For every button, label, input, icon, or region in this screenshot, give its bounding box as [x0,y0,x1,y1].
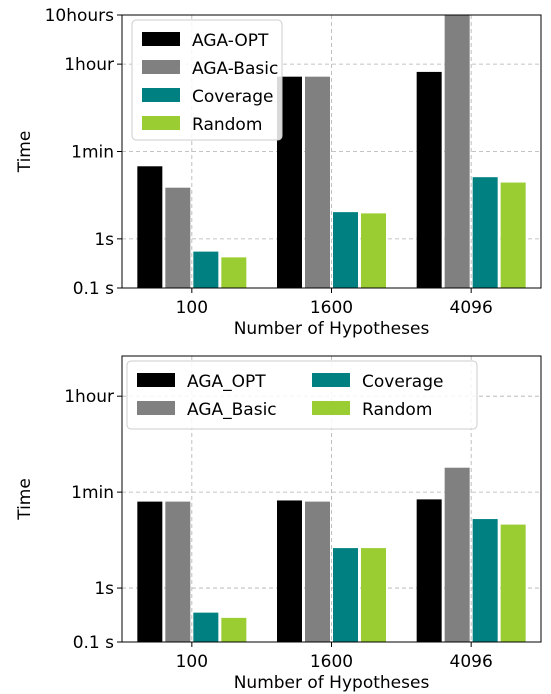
bar-AGA-Basic-1600 [305,76,330,288]
y-tick-label: 0.1 s [73,279,114,299]
bar-AGA-OPT-100 [137,166,163,288]
bar-Coverage-4096 [472,519,498,642]
bar-Coverage-100 [193,612,219,642]
legend-frame [126,360,478,430]
legend-label: AGA-Basic [192,59,278,79]
bar-AGA_OPT-1600 [277,500,302,642]
x-axis-label: Number of Hypotheses [234,319,430,339]
y-tick-label: 10hours [45,6,115,26]
bar-AGA_Basic-1600 [305,501,330,642]
legend-swatch-AGA-Basic [142,60,180,74]
x-axis-label: Number of Hypotheses [234,673,430,693]
bar-Random-1600 [361,548,386,642]
bar-Random-100 [221,257,247,288]
bar-Random-4096 [500,182,526,288]
bar-AGA_Basic-4096 [444,467,470,642]
legend-label: Random [362,400,432,420]
bar-Random-1600 [361,213,386,288]
bar-AGA-Basic-100 [165,187,191,288]
legend-label: AGA-OPT [192,31,269,51]
bar-Coverage-4096 [472,177,498,288]
y-tick-label: 0.1 s [73,633,114,653]
chart-1: 0.1 s 1s 1min 1hour 10hours 100 1600 4096 Number… [15,6,542,339]
y-tick-label: 1s [94,230,114,250]
legend: AGA-OPT AGA-Basic Coverage Random [131,19,283,141]
bar-Random-100 [221,617,247,642]
x-tick-label: 1600 [310,298,353,318]
legend-swatch-AGA-OPT [142,32,180,46]
bar-Coverage-1600 [333,548,358,642]
bar-Random-4096 [500,524,526,642]
chart-2: 0.1 s 1s 1min 1hour 100 1600 4096 Number of Hyp… [15,355,542,693]
legend-label: Coverage [192,87,273,107]
legend-swatch-AGA_Basic [137,401,175,415]
bar-AGA_OPT-100 [137,501,163,642]
x-tick-label: 1600 [310,652,353,672]
bar-AGA_OPT-4096 [416,499,442,642]
x-tick-label: 4096 [450,298,493,318]
legend-label: Random [192,115,262,135]
bar-AGA-OPT-4096 [416,71,442,289]
legend-swatch-Random [312,401,350,415]
x-tick-label: 100 [176,652,208,672]
legend: AGA_OPT AGA_Basic Coverage Random [126,360,478,430]
bar-Coverage-100 [193,251,219,288]
legend-frame [131,19,283,141]
bar-Coverage-1600 [333,212,358,288]
legend-swatch-Coverage [312,373,350,387]
y-tick-label: 1min [71,483,114,503]
legend-label: AGA_Basic [187,400,277,420]
y-tick-label: 1s [94,579,114,599]
legend-swatch-Coverage [142,88,180,102]
legend-swatch-Random [142,116,180,130]
legend-label: AGA_OPT [187,372,266,392]
y-tick-label: 1hour [64,387,114,407]
bar-AGA-Basic-4096 [444,15,470,288]
y-tick-label: 1min [71,143,114,163]
y-axis-label: Time [15,131,35,174]
y-tick-label: 1hour [64,55,114,75]
x-tick-label: 100 [176,298,208,318]
legend-label: Coverage [362,372,443,392]
x-tick-label: 4096 [450,652,493,672]
legend-swatch-AGA_OPT [137,373,175,387]
bar-AGA_Basic-100 [165,501,191,642]
y-axis-label: Time [15,478,35,521]
